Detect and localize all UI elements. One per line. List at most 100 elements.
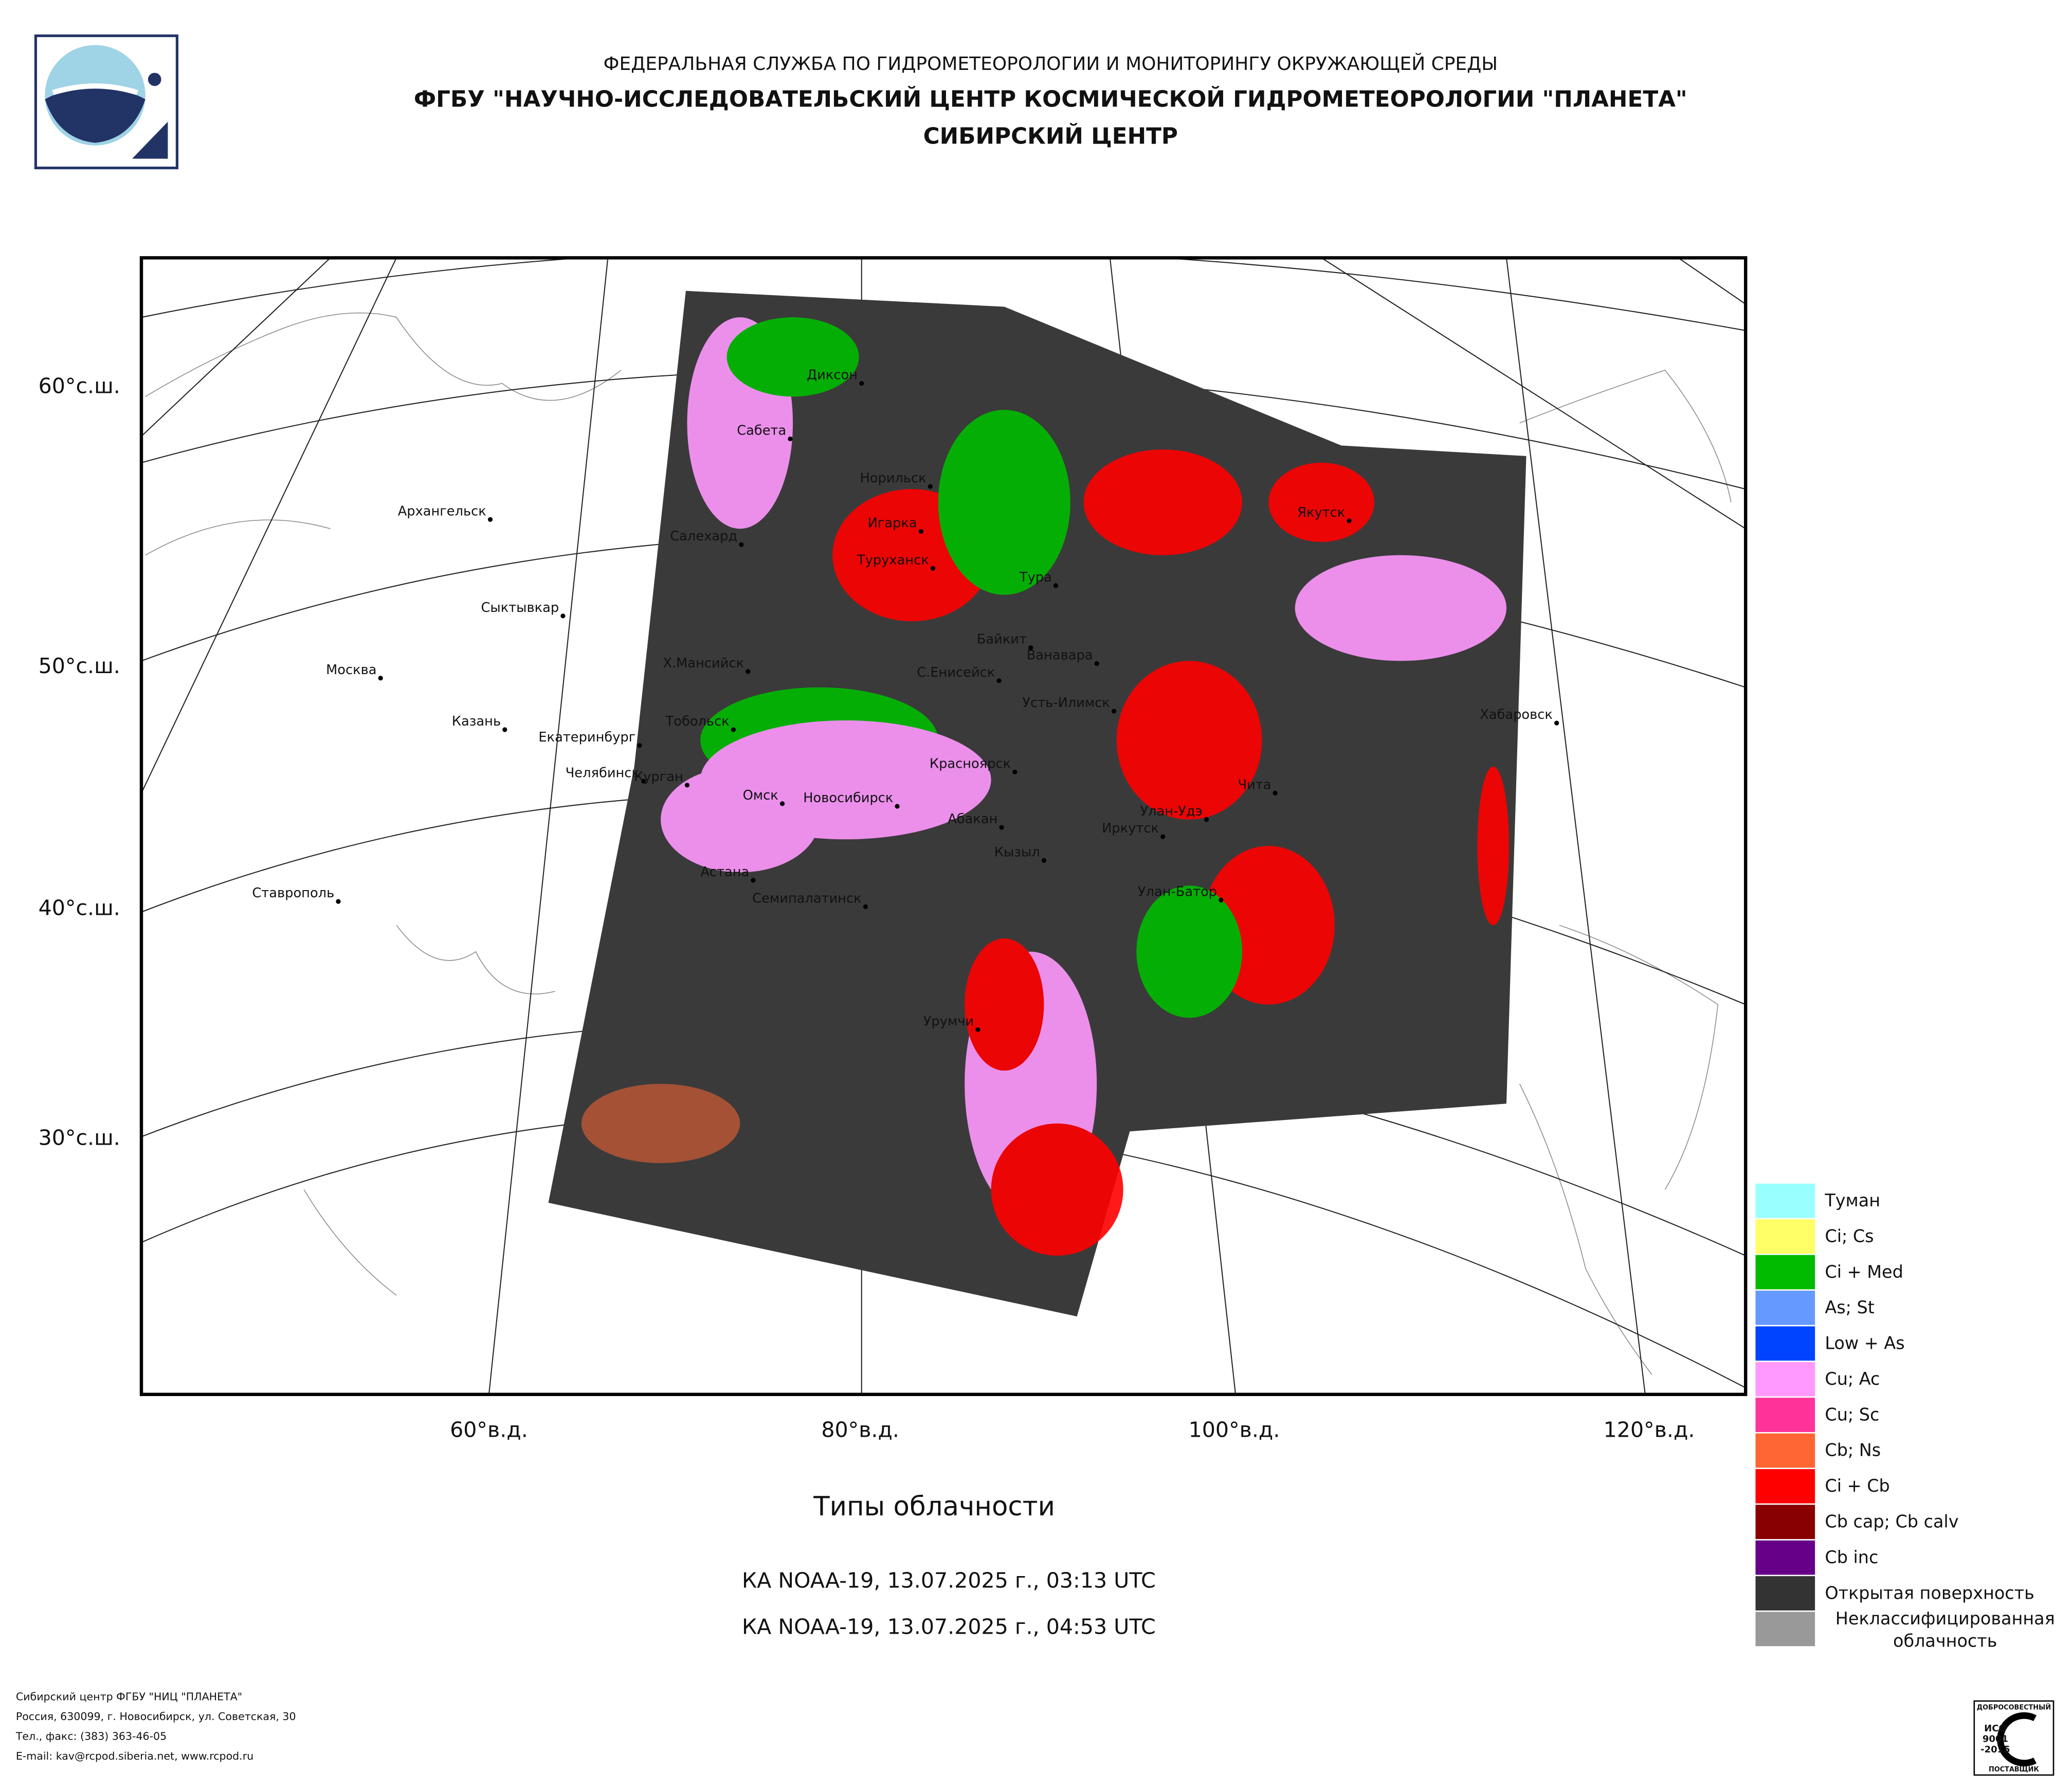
badge-text: -2015 [1980, 1744, 2010, 1755]
legend-swatch [1754, 1396, 1816, 1434]
city-dot [918, 529, 924, 534]
city-dot [999, 825, 1004, 830]
city-dot [930, 566, 936, 571]
city-label: Ванавара [1027, 648, 1093, 663]
badge-text: ПОСТАВЩИК [1989, 1766, 2039, 1774]
legend-label: Cb inc [1825, 1547, 1878, 1567]
city-dot [1160, 834, 1166, 839]
city-label: Кызыл [994, 844, 1040, 860]
city-dot [779, 801, 785, 806]
city-dot [863, 904, 868, 909]
footer-line: Россия, 630099, г. Новосибирск, ул. Сове… [16, 1710, 296, 1723]
city-label: Тобольск [665, 714, 730, 729]
city-dot [1041, 858, 1047, 863]
legend-label: Ci + Cb [1825, 1476, 1889, 1496]
city-label: Сыктывкар [481, 600, 559, 616]
legend-swatch [1754, 1361, 1816, 1398]
city-label: Игарка [868, 516, 917, 531]
city-dot [1273, 790, 1278, 795]
city-label: Курган [634, 769, 683, 785]
city-label: Х.Мансийск [663, 656, 744, 671]
legend-label: As; St [1825, 1297, 1874, 1317]
footer-line: Тел., факс: (383) 363-46-05 [15, 1730, 167, 1742]
map: Диксон Сабета Норильск Архангельск Салехард И… [39, 256, 1748, 1442]
legend-label: Ci; Cs [1825, 1226, 1874, 1246]
city-dot [1554, 720, 1559, 726]
legend-text: Неклассифицированная облачность [1835, 1609, 2055, 1652]
city-dot [746, 669, 751, 674]
lat-label: 40°с.ш. [39, 895, 120, 920]
city-dot [378, 676, 383, 681]
city-dot [684, 783, 690, 788]
city-dot [731, 727, 736, 732]
city-label: Архангельск [398, 503, 486, 519]
lon-label: 60°в.д. [450, 1418, 528, 1442]
lon-label: 120°в.д. [1604, 1418, 1695, 1442]
city-dot [1053, 583, 1059, 588]
city-dot [560, 613, 566, 619]
pass: КА NOAA-19, 13.07.2025 г., 03:13 UTC [742, 1568, 1156, 1593]
city-label: Урумчи [923, 1014, 974, 1029]
city-label: Тура [1019, 570, 1052, 585]
city-label: Казань [452, 714, 501, 729]
legend-swatch [1754, 1575, 1816, 1612]
city-label: Екатеринбург [538, 730, 635, 745]
lat-label: 50°с.ш. [39, 654, 120, 678]
city-dot [1012, 769, 1017, 774]
badge-text: ДОБРОСОВЕСТНЫЙ [1977, 1703, 2051, 1711]
pass: КА NOAA-19, 13.07.2025 г., 04:53 UTC [742, 1615, 1156, 1639]
city-dot [751, 878, 756, 883]
legend-label: Открытая поверхность [1825, 1583, 2034, 1603]
city-dot [502, 727, 507, 732]
city-dot [928, 484, 933, 489]
city-label: Улан-Удэ [1140, 804, 1202, 819]
legend-swatch [1754, 1325, 1816, 1362]
legend-label: Cu; Ac [1825, 1369, 1880, 1389]
city-label: Норильск [860, 471, 926, 486]
legend-label: Ci + Med [1825, 1262, 1903, 1282]
badge-text: 9001 [1983, 1734, 2008, 1745]
city-dot [1204, 817, 1209, 822]
city-dot [996, 678, 1002, 683]
city-dot [975, 1027, 980, 1032]
city-label: Омск [743, 788, 778, 803]
legend-label: Туман [1824, 1190, 1880, 1210]
center: ФГБУ "НАУЧНО-ИССЛЕДОВАТЕЛЬСКИЙ ЦЕНТР КОС… [414, 85, 1687, 113]
legend-swatch [1754, 1539, 1816, 1577]
city-dot [637, 743, 642, 748]
legend-swatch [1754, 1218, 1816, 1255]
city-dot [641, 779, 646, 784]
city-dot [859, 381, 864, 386]
city-dot [1219, 897, 1224, 903]
legend-swatch [1754, 1610, 1816, 1648]
badge-text: ИСО [1984, 1723, 2007, 1734]
lon-label: 100°в.д. [1189, 1418, 1280, 1442]
footer-line: Сибирский центр ФГБУ "НИЦ "ПЛАНЕТА" [16, 1690, 242, 1703]
city-label: Диксон [807, 368, 858, 383]
lat-label: 60°с.ш. [39, 373, 120, 398]
agency: ФЕДЕРАЛЬНАЯ СЛУЖБА ПО ГИДРОМЕТЕОРОЛОГИИ … [604, 53, 1498, 75]
city-label: Салехард [670, 529, 737, 544]
city-label: Москва [326, 662, 376, 678]
city-dot [487, 517, 493, 522]
legend-swatch [1754, 1182, 1816, 1220]
city-label: Сабета [737, 423, 786, 439]
city-label: Туруханск [857, 552, 929, 568]
legend-swatch [1754, 1503, 1816, 1541]
city-dot [1028, 645, 1033, 650]
city-label: Красноярск [930, 756, 1011, 771]
branch: СИБИРСКИЙ ЦЕНТР [923, 122, 1178, 150]
footer-line: E-mail: kav@rcpod.siberia.net, www.rcpod… [16, 1750, 253, 1762]
city-label: Чита [1238, 777, 1271, 792]
city-dot [1094, 661, 1099, 666]
city-dot [1347, 518, 1352, 523]
city-label: Семипалатинск [752, 891, 862, 906]
legend-swatch [1754, 1468, 1816, 1505]
legend-swatch [1754, 1432, 1816, 1469]
city-label: Челябинск [566, 765, 640, 781]
lon-label: 80°в.д. [821, 1418, 899, 1442]
city-dot [336, 899, 341, 904]
legend-label: Cu; Sc [1825, 1404, 1879, 1424]
